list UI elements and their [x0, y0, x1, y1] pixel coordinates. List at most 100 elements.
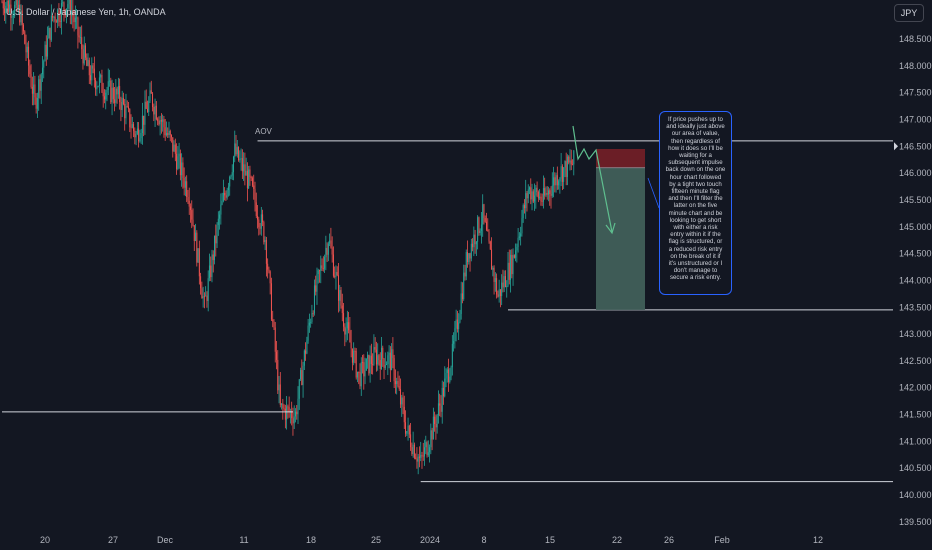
- candle: [91, 57, 93, 86]
- candle-body: [555, 175, 557, 186]
- candle-body: [541, 201, 543, 202]
- candle: [232, 155, 234, 181]
- candle-body: [167, 133, 169, 136]
- candle-body: [74, 17, 76, 23]
- time-tick-label: 11: [239, 535, 248, 545]
- candle-body: [192, 219, 194, 226]
- candle-body: [177, 156, 179, 170]
- candle-body: [517, 237, 519, 248]
- candle-body: [570, 160, 572, 165]
- candle: [507, 251, 509, 288]
- candle-body: [243, 164, 245, 172]
- candle: [216, 222, 218, 248]
- candle: [363, 354, 365, 390]
- candle-body: [506, 285, 508, 288]
- aov-label: AOV: [255, 127, 272, 136]
- candle: [411, 442, 413, 456]
- candle-body: [473, 234, 475, 248]
- candle: [130, 114, 132, 139]
- candle-body: [499, 289, 501, 297]
- candle: [198, 240, 200, 285]
- candle-body: [522, 205, 524, 219]
- candle: [321, 258, 323, 271]
- candle: [502, 269, 504, 293]
- candle: [526, 190, 528, 212]
- trade-plan-note[interactable]: If price pushes up to and ideally just ab…: [659, 111, 732, 295]
- candle-body: [34, 84, 36, 98]
- candle-body: [513, 255, 515, 258]
- candle-body: [231, 172, 233, 176]
- candle: [63, 1, 65, 22]
- short-position-tool[interactable]: [596, 148, 645, 310]
- candle: [341, 293, 343, 322]
- candle: [553, 166, 555, 198]
- candle: [231, 164, 233, 180]
- candle: [461, 282, 463, 304]
- candle: [493, 265, 495, 295]
- candle-body: [523, 205, 525, 209]
- candle-body: [312, 313, 314, 314]
- candle-body: [401, 397, 403, 405]
- candle: [455, 309, 457, 342]
- candle-body: [214, 235, 216, 261]
- candle: [134, 127, 136, 145]
- candle-body: [11, 16, 13, 18]
- candle: [234, 130, 236, 163]
- candle: [302, 361, 304, 398]
- candle-body: [326, 247, 328, 255]
- time-tick-label: 27: [108, 535, 118, 545]
- candle-body: [107, 81, 109, 90]
- candle: [554, 172, 556, 193]
- candle: [479, 228, 481, 236]
- candle-body: [43, 61, 45, 68]
- candle-body: [116, 88, 118, 95]
- candle-body: [487, 229, 489, 232]
- note-line: and ideally just above: [666, 123, 725, 131]
- candle: [93, 56, 95, 88]
- candle-body: [23, 24, 25, 32]
- candle: [98, 71, 100, 94]
- candle-body: [516, 247, 518, 251]
- price-tick-label: 144.000: [899, 275, 932, 285]
- candle-body: [110, 80, 112, 103]
- candle: [311, 304, 313, 324]
- candle-body: [426, 442, 428, 456]
- candle: [520, 226, 522, 246]
- candle: [372, 353, 374, 375]
- note-line: subsequent impulse: [668, 159, 723, 167]
- candle: [269, 270, 271, 295]
- candle-body: [411, 447, 413, 454]
- price-axis[interactable]: 139.500 140.000 140.500 141.000 141.500 142.0…: [894, 34, 932, 527]
- candle: [365, 358, 367, 371]
- candle: [335, 265, 337, 290]
- time-axis[interactable]: 20 27 Dec 11 18 25 2024 8 15 22 26 Feb 12: [40, 535, 823, 545]
- currency-button[interactable]: JPY: [894, 4, 924, 22]
- candle-body: [566, 156, 568, 177]
- candle-body: [463, 272, 465, 300]
- candle: [201, 281, 203, 299]
- candle-body: [195, 232, 197, 241]
- candle: [362, 354, 364, 374]
- candle: [115, 79, 117, 107]
- candle: [120, 96, 122, 122]
- candle-body: [556, 175, 558, 186]
- candle: [35, 93, 37, 114]
- candle-body: [360, 362, 362, 387]
- candle: [491, 237, 493, 270]
- candle-body: [77, 17, 79, 36]
- candle: [229, 175, 231, 196]
- candle-body: [427, 452, 429, 456]
- candle: [284, 404, 286, 429]
- candle: [355, 348, 357, 380]
- candle: [551, 172, 553, 198]
- candle-body: [403, 406, 405, 423]
- candle-body: [375, 349, 377, 365]
- candle: [221, 192, 223, 206]
- candle: [144, 90, 146, 135]
- candle-body: [496, 278, 498, 295]
- candle-body: [182, 162, 184, 179]
- candle-body: [441, 387, 443, 412]
- candle: [176, 143, 178, 175]
- candle-body: [392, 349, 394, 359]
